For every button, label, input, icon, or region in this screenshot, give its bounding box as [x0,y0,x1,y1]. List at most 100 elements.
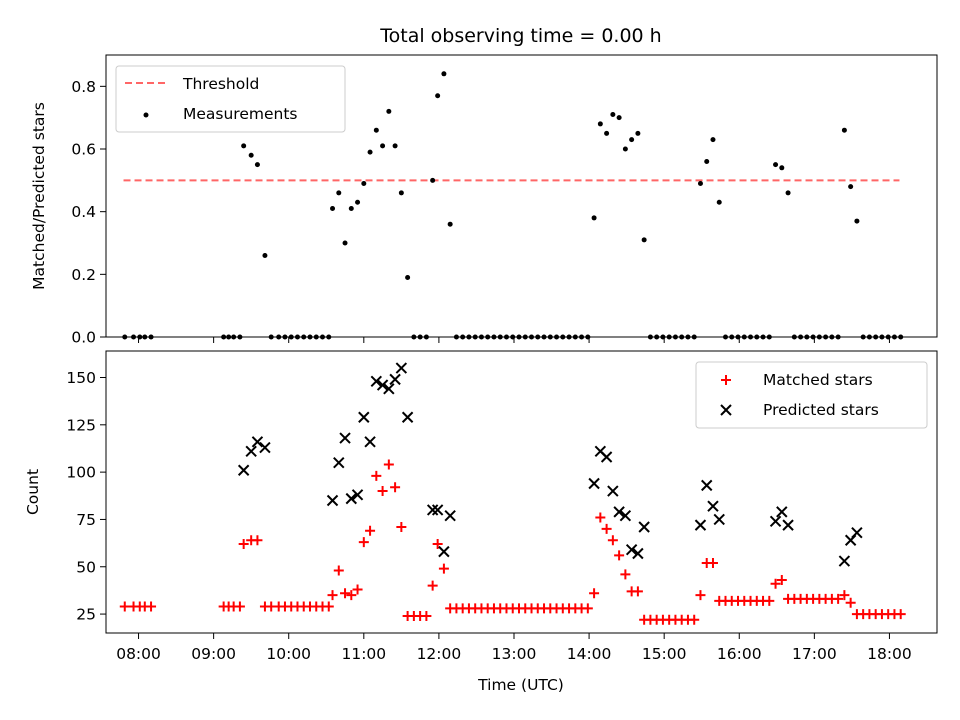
matched-stars-point [895,609,906,620]
legend-predicted-swatch [720,404,732,416]
x-tick-label: 09:00 [191,645,236,663]
measurement-point [392,143,398,149]
measurement-point [386,108,392,114]
top-panel: 0.00.20.40.60.8 Matched/Predicted stars … [30,54,938,347]
measurement-point [380,143,386,149]
matched-stars-point [146,601,157,612]
x-tick-label: 11:00 [341,645,386,663]
predicted-stars-point [370,375,383,387]
matched-stars-point [421,610,432,621]
predicted-stars-point [851,526,863,539]
measurement-point [355,199,361,205]
measurement-point [241,143,247,149]
bottom-legend: Matched stars Predicted stars [695,361,928,429]
predicted-stars-point [607,485,619,497]
predicted-stars-point [389,373,401,386]
measurement-point [254,162,260,168]
bottom-axes-frame [105,350,938,634]
predicted-stars-point [351,489,364,501]
y-tick-label: 0.2 [71,266,96,284]
bottom-panel: 08:00 09:00 10:00 11:00 12:00 13:00 14:00 15:00… [24,350,938,694]
matched-stars-point [333,565,344,576]
bottom-y-axis: 25 50 75 100 125 150 [66,369,106,624]
x-tick-label: 10:00 [266,645,311,663]
predicted-stars-point [426,504,439,516]
measurement-point [785,190,791,196]
top-y-axis-label: Matched/Predicted stars [30,102,48,290]
measurement-point [361,180,367,186]
top-x-axis [138,337,890,343]
predicted-stars-point [701,479,713,492]
predicted-stars-point [245,445,257,458]
legend-matched-swatch [721,375,731,385]
predicted-stars-point [782,519,794,531]
x-tick-label: 14:00 [567,645,612,663]
predicted-stars-point [632,547,644,560]
y-tick-label: 125 [66,416,96,434]
y-tick-label: 0.6 [71,141,96,159]
x-tick-label: 18:00 [867,645,912,663]
measurement-point [597,121,603,127]
x-tick-label: 15:00 [642,645,687,663]
predicted-stars-point [339,432,351,444]
matched-stars-point [340,588,351,599]
predicted-stars-point [376,379,389,391]
measurement-point [373,127,379,133]
measurement-point [773,162,779,168]
measurement-point [616,115,622,121]
matched-stars-point [607,535,618,546]
predicted-stars-point [326,494,339,507]
matched-stars-point [438,563,449,574]
predicted-stars-point [438,545,450,558]
predicted-stars-point [444,509,456,522]
legend-measurements-label: Measurements [183,105,298,123]
matched-stars-point [352,584,363,595]
measurement-point [848,184,854,190]
measurement-point [342,240,348,246]
measurement-point [710,137,716,143]
y-tick-label: 0.4 [71,203,96,221]
top-axes-frame [105,54,938,338]
matched-stars-point [707,557,718,568]
matched-stars-point [234,601,245,612]
measurement-point [641,237,647,243]
measurement-point [610,112,616,118]
measurement-point [248,152,254,158]
measurement-point [841,127,847,133]
matched-stars-point [377,486,388,497]
predicted-stars-point [401,411,414,423]
matched-stars-point [833,593,844,604]
legend-frame [695,361,928,429]
predicted-stars-point [613,506,625,518]
predicted-stars-point [237,464,250,476]
matched-stars-point [589,588,600,599]
measurement-point [330,206,336,212]
measurement-point [262,253,268,259]
measurement-point [629,137,635,143]
matched-stars-point [770,578,781,589]
predicted-stars-point [625,544,638,556]
measurement-point [398,190,404,196]
predicted-stars-point [383,383,395,395]
predicted-stars-point [838,555,851,567]
matched-stars-point [119,601,130,612]
measurement-point [697,180,703,186]
y-tick-label: 25 [76,606,96,624]
measurement-point [716,199,722,205]
matched-stars-point [620,569,631,580]
top-y-axis: 0.0 0.2 0.4 0.6 0.8 [71,78,106,347]
measurement-point [622,146,628,152]
y-tick-label: 75 [76,511,96,529]
matched-stars-point [582,603,593,614]
bottom-x-axis-label: Time (UTC) [477,676,564,694]
predicted-stars-point [776,506,788,518]
predicted-stars-point [333,456,345,469]
predicted-stars-point [600,451,613,463]
top-legend: Threshold Measurements [115,65,346,133]
x-tick-label: 08:00 [116,645,161,663]
predicted-stars-point [707,500,719,512]
matched-stars-point [346,590,357,601]
matched-stars-point [396,522,407,533]
matched-stars-point [839,590,850,601]
y-tick-label: 150 [66,369,96,387]
